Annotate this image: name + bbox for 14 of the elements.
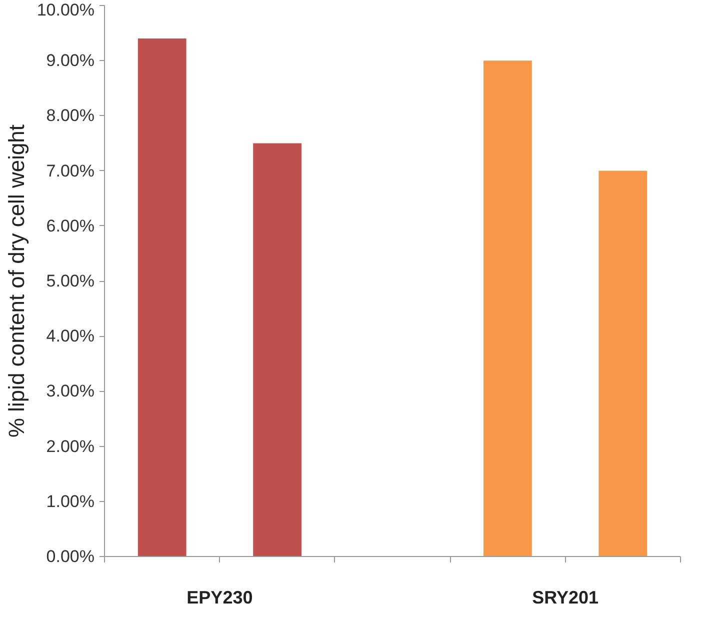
y-tick-label: 6.00% <box>46 216 94 236</box>
y-tick-label: 4.00% <box>46 326 94 346</box>
x-tick-label: EPY230 <box>186 588 253 608</box>
y-tick-label: 2.00% <box>46 436 94 456</box>
y-tick-label: 7.00% <box>46 161 94 180</box>
y-tick-label: 10.00% <box>36 0 95 20</box>
y-axis-title: % lipid content of dry cell weight <box>4 124 29 438</box>
x-tick-label: SRY201 <box>532 588 598 608</box>
y-tick-label: 0.00% <box>46 547 94 566</box>
y-tick-label: 8.00% <box>46 106 94 126</box>
y-tick-label: 1.00% <box>46 492 94 511</box>
y-tick-label: 9.00% <box>46 51 94 70</box>
y-tick-label: 5.00% <box>46 272 94 290</box>
y-tick-label: 3.00% <box>46 382 94 401</box>
